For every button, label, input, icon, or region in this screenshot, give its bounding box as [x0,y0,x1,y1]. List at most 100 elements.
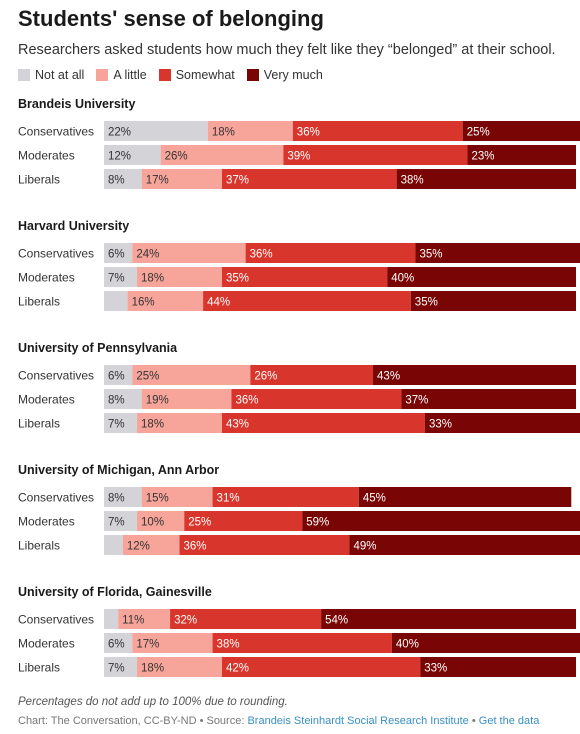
data-label: 36% [297,127,320,139]
data-label: 32% [174,615,197,627]
legend-swatch [96,69,109,81]
legend-label: Not at all [35,68,85,82]
bar-segment [207,121,293,141]
bar-segment [104,633,133,653]
row-label: Conservatives [18,613,94,627]
data-label: 37% [405,395,428,407]
bar-segment [250,365,374,385]
bar-segment [141,389,232,409]
data-label: 16% [132,297,155,309]
bar-segment [104,487,142,507]
data-label: 49% [353,541,376,553]
data-label: 39% [287,151,310,163]
legend-label: A little [113,68,147,82]
bar-segment [179,535,350,555]
bar-segment [373,365,576,385]
bar-segment [104,291,128,311]
bar-segment [118,609,171,629]
data-label: 24% [136,249,159,261]
data-label: 36% [184,541,207,553]
row-label: Liberals [18,539,60,553]
bar-segment [222,267,388,287]
row-label: Conservatives [18,369,94,383]
source-line: Chart: The Conversation, CC-BY-ND • Sour… [18,715,539,727]
data-label: 15% [146,493,169,505]
bar-segment [104,609,119,629]
data-label: 59% [306,517,329,529]
data-label: 40% [391,273,414,285]
data-label: 43% [377,371,400,383]
data-label: 7% [108,273,125,285]
data-label: 25% [188,517,211,529]
bar-segment [104,389,142,409]
row-label: Conservatives [18,125,94,139]
data-label: 35% [226,273,249,285]
group-title: University of Florida, Gainesville [18,585,212,599]
bar-segment [104,657,138,677]
bar-segment [132,243,246,263]
data-label: 54% [325,615,348,627]
data-label: 7% [108,663,125,675]
bar-segment [245,243,416,263]
bar-segment [184,511,303,531]
bar-segment [387,267,576,287]
bar-segment [104,169,142,189]
row-label: Liberals [18,173,60,187]
data-label: 43% [226,419,249,431]
bar-segment [104,535,123,555]
bar-segment [292,121,463,141]
bar-segment [170,609,322,629]
bar-segment [391,633,580,653]
data-label: 8% [108,175,125,187]
source-separator: • [468,715,479,727]
legend-item-not-at-all: Not at all [18,68,84,82]
bar-segment [212,487,359,507]
bar-segment [104,365,133,385]
row-label: Liberals [18,295,60,309]
data-label: 26% [165,151,188,163]
legend-swatch [18,69,30,81]
bar-segment [283,145,468,165]
bar-segment [203,291,411,311]
data-label: 18% [141,273,164,285]
bar-segment [420,657,576,677]
data-label: 6% [108,639,125,651]
data-label: 10% [141,517,164,529]
data-label: 18% [212,127,235,139]
data-label: 7% [108,419,125,431]
bar-segment [160,145,284,165]
data-label: 38% [401,175,424,187]
bar-segment [358,487,572,507]
bar-segment [349,535,580,555]
bar-segment [396,169,576,189]
data-label: 8% [108,493,125,505]
bar-segment [137,413,222,433]
data-label: 19% [146,395,169,407]
bar-segment [321,609,576,629]
data-label: 31% [217,493,240,505]
group-title: Brandeis University [18,97,135,111]
data-label: 17% [146,175,169,187]
bar-segment [415,243,580,263]
data-label: 11% [122,615,144,627]
bar-segment [104,413,138,433]
source-link[interactable]: Brandeis Steinhardt Social Research Inst… [247,715,469,727]
data-label: 44% [207,297,230,309]
bar-segment [222,657,421,677]
bar-segment [104,145,161,165]
row-label: Moderates [18,637,75,651]
data-label: 12% [127,541,150,553]
data-label: 33% [429,419,452,431]
legend-item-a-little: A little [96,68,147,82]
data-label: 12% [108,151,131,163]
get-the-data-link[interactable]: Get the data [478,715,540,727]
bar-segment [222,169,397,189]
chart-title: Students' sense of belonging [18,6,324,31]
bar-segment [410,291,576,311]
group-title: Harvard University [18,219,129,233]
data-label: 45% [363,493,386,505]
row-label: Liberals [18,661,60,675]
row-label: Liberals [18,417,60,431]
legend-item-very-much: Very much [246,68,323,82]
data-label: 8% [108,395,125,407]
